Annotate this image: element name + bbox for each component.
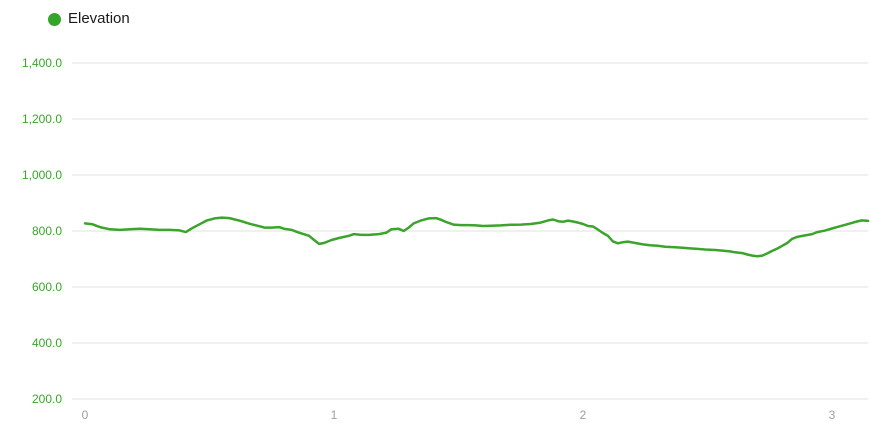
- y-axis-tick-label: 200.0: [32, 392, 62, 406]
- chart-legend: Elevation: [48, 8, 130, 30]
- y-axis-tick-label: 1,400.0: [22, 56, 62, 70]
- y-axis-tick-label: 800.0: [32, 224, 62, 238]
- x-axis-tick-label: 3: [829, 408, 836, 422]
- x-axis-tick-label: 1: [331, 408, 338, 422]
- y-axis-tick-label: 1,200.0: [22, 112, 62, 126]
- elevation-series-line: [83, 216, 870, 258]
- y-axis-tick-label: 600.0: [32, 280, 62, 294]
- y-axis-tick-label: 1,000.0: [22, 168, 62, 182]
- elevation-series-label: Elevation: [68, 10, 130, 27]
- elevation-series-dot-icon: [48, 12, 61, 26]
- y-axis-tick-label: 400.0: [32, 336, 62, 350]
- x-axis-tick-label: 0: [82, 408, 89, 422]
- x-axis-tick-label: 2: [580, 408, 587, 422]
